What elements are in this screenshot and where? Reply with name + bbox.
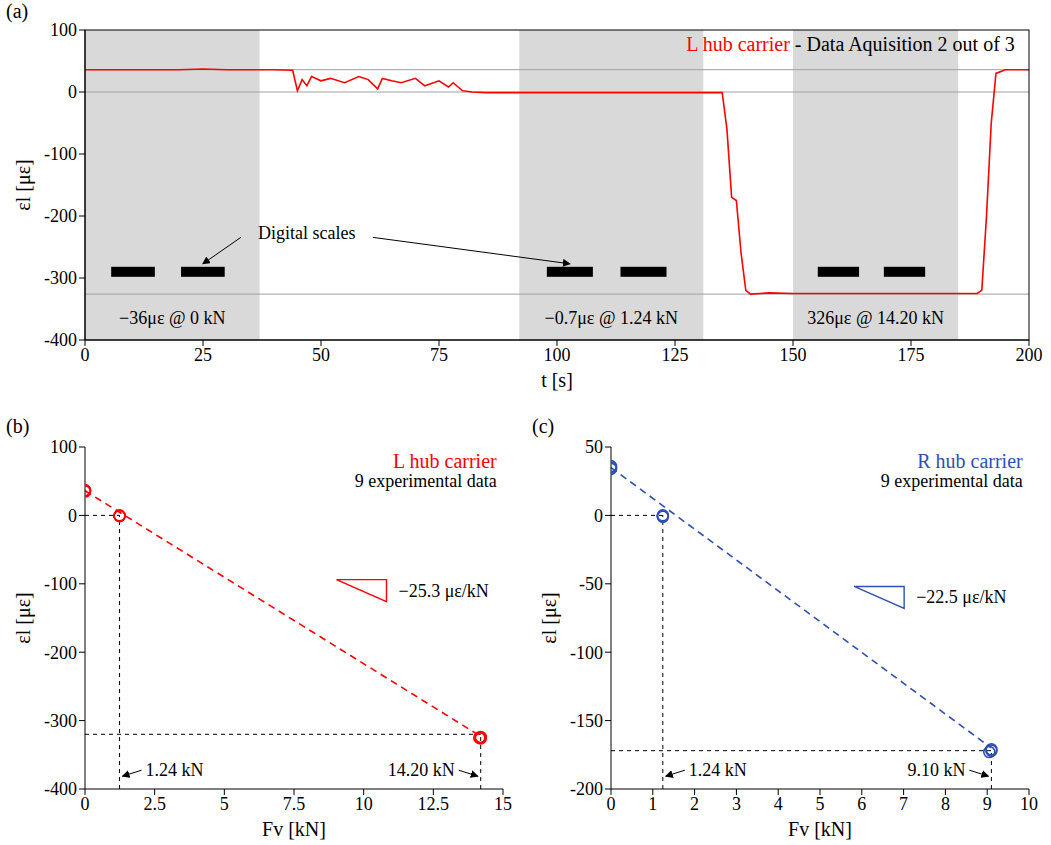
svg-text:5: 5: [816, 794, 825, 814]
svg-text:5: 5: [220, 794, 229, 814]
svg-text:50: 50: [585, 437, 603, 457]
svg-text:9.10 kN: 9.10 kN: [907, 760, 965, 780]
svg-text:75: 75: [430, 345, 448, 365]
svg-text:7: 7: [899, 794, 908, 814]
svg-text:-400: -400: [44, 779, 77, 799]
svg-text:9 experimental data: 9 experimental data: [355, 471, 497, 491]
svg-text:10: 10: [1020, 794, 1038, 814]
svg-text:100: 100: [50, 20, 77, 40]
svg-text:εl [με]: εl [με]: [12, 592, 35, 643]
svg-text:−36με @ 0 kN: −36με @ 0 kN: [119, 308, 225, 328]
svg-text:125: 125: [662, 345, 689, 365]
svg-text:−0.7με @ 1.24 kN: −0.7με @ 1.24 kN: [545, 308, 678, 328]
svg-text:1.24 kN: 1.24 kN: [689, 760, 747, 780]
svg-text:εl [με]: εl [με]: [12, 159, 35, 210]
svg-text:3: 3: [732, 794, 741, 814]
svg-text:6: 6: [857, 794, 866, 814]
svg-text:-200: -200: [570, 779, 603, 799]
svg-text:-100: -100: [44, 144, 77, 164]
svg-text:-400: -400: [44, 330, 77, 350]
svg-text:100: 100: [544, 345, 571, 365]
svg-text:t [s]: t [s]: [541, 369, 573, 391]
svg-text:−25.3 με/kN: −25.3 με/kN: [399, 581, 489, 601]
svg-text:200: 200: [1016, 345, 1043, 365]
svg-text:-50: -50: [579, 574, 603, 594]
svg-text:R hub carrier: R hub carrier: [917, 450, 1023, 472]
svg-text:2.5: 2.5: [143, 794, 166, 814]
svg-text:2: 2: [690, 794, 699, 814]
svg-text:0: 0: [81, 345, 90, 365]
svg-text:150: 150: [780, 345, 807, 365]
svg-text:7.5: 7.5: [283, 794, 306, 814]
svg-text:Fv [kN]: Fv [kN]: [262, 818, 326, 840]
svg-text:εl [με]: εl [με]: [538, 592, 561, 643]
svg-text:0: 0: [68, 82, 77, 102]
svg-text:25: 25: [194, 345, 212, 365]
svg-text:L hub carrier - Data Aquisitio: L hub carrier - Data Aquisition 2 out of…: [686, 33, 1015, 56]
svg-text:-100: -100: [44, 574, 77, 594]
svg-text:9: 9: [983, 794, 992, 814]
svg-text:50: 50: [312, 345, 330, 365]
svg-text:0: 0: [81, 794, 90, 814]
svg-text:8: 8: [941, 794, 950, 814]
svg-text:0: 0: [68, 506, 77, 526]
svg-text:(a): (a): [6, 0, 28, 23]
svg-text:0: 0: [607, 794, 616, 814]
svg-text:9 experimental data: 9 experimental data: [881, 471, 1023, 491]
svg-text:-300: -300: [44, 268, 77, 288]
svg-text:14.20 kN: 14.20 kN: [388, 760, 455, 780]
svg-text:-200: -200: [44, 206, 77, 226]
svg-text:-100: -100: [570, 643, 603, 663]
svg-text:Fv [kN]: Fv [kN]: [788, 818, 852, 840]
svg-text:−22.5 με/kN: −22.5 με/kN: [916, 587, 1006, 607]
svg-text:Digital scales: Digital scales: [258, 223, 355, 243]
svg-text:326με @ 14.20 kN: 326με @ 14.20 kN: [807, 308, 944, 328]
svg-text:L hub carrier: L hub carrier: [393, 450, 497, 472]
svg-text:1: 1: [648, 794, 657, 814]
svg-text:0: 0: [594, 506, 603, 526]
svg-text:15: 15: [494, 794, 512, 814]
svg-text:175: 175: [898, 345, 925, 365]
svg-text:100: 100: [50, 437, 77, 457]
svg-text:(b): (b): [6, 415, 29, 438]
svg-text:-200: -200: [44, 643, 77, 663]
svg-text:10: 10: [355, 794, 373, 814]
svg-text:4: 4: [774, 794, 783, 814]
svg-text:-150: -150: [570, 711, 603, 731]
svg-text:12.5: 12.5: [418, 794, 450, 814]
svg-text:-300: -300: [44, 711, 77, 731]
svg-text:(c): (c): [532, 415, 554, 438]
svg-text:1.24 kN: 1.24 kN: [146, 760, 204, 780]
